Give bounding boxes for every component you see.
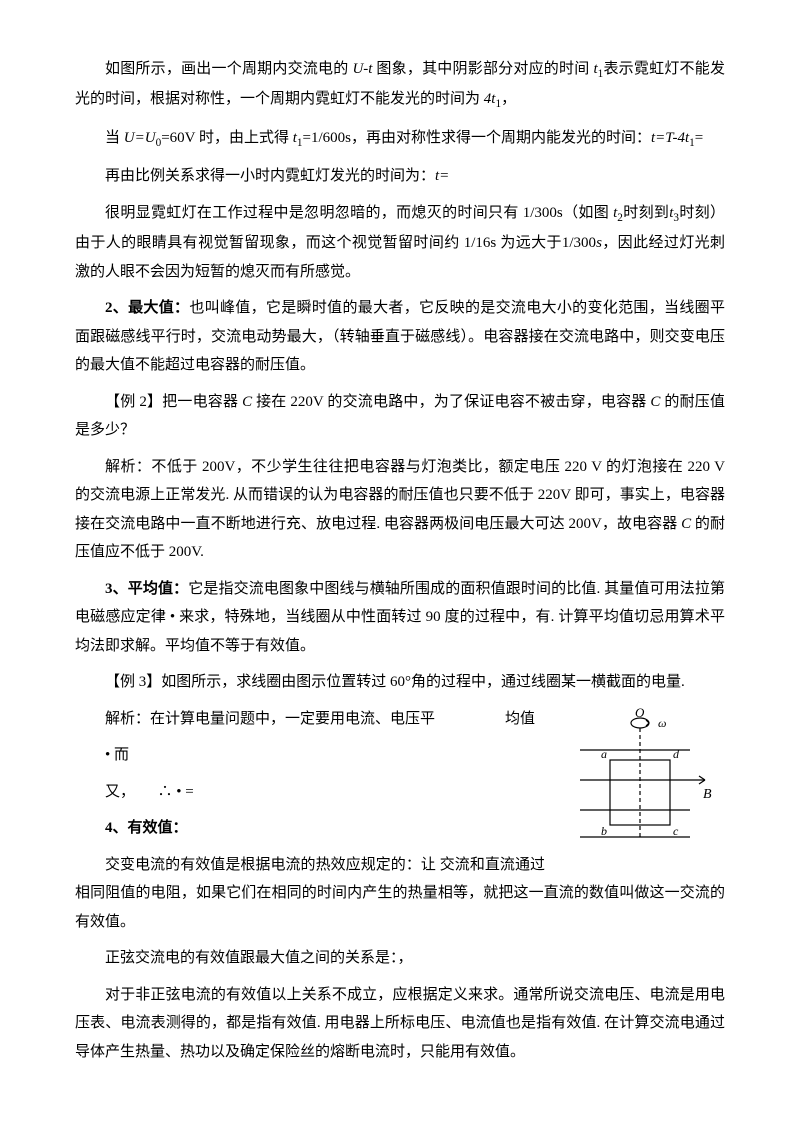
var: t=T-4t: [651, 130, 689, 146]
label-d: d: [673, 747, 680, 761]
var: C: [681, 516, 691, 532]
text: =1/600s，再由对称性求得一个周期内能发光的时间：: [303, 130, 651, 146]
text: 图象，其中阴影部分对应的时间: [372, 61, 593, 77]
figure-block: O ω a d b c B 解析：在计算电量问题中，一定要用: [75, 705, 725, 945]
paragraph-14: 交变电流的有效值是根据电流的热效应规定的：让 交流和直流通过相同阻值的电阻，如果…: [75, 851, 725, 937]
text: 【例 2】把一电容器: [105, 394, 242, 410]
paragraph-6: 【例 2】把一电容器 C 接在 220V 的交流电路中，为了保证电容不被击穿，电…: [75, 388, 725, 445]
paragraph-9: 【例 3】如图所示，求线圈由图示位置转过 60°角的过程中，通过线圈某一横截面的…: [75, 668, 725, 697]
text: =: [695, 130, 703, 146]
heading-max-value: 2、最大值：: [105, 300, 189, 316]
var: U-t: [352, 61, 372, 77]
paragraph-15: 正弦交流电的有效值跟最大值之间的关系是：，: [75, 944, 725, 973]
text: 当: [105, 130, 124, 146]
label-a: a: [601, 747, 607, 761]
paragraph-3: 再由比例关系求得一小时内霓虹灯发光的时间为：t=: [75, 162, 725, 191]
var: C: [242, 394, 252, 410]
paragraph-5: 2、最大值：也叫峰值，它是瞬时值的最大者，它反映的是交流电大小的变化范围，当线圈…: [75, 294, 725, 380]
label-b: b: [601, 824, 607, 838]
text: 如图所示，画出一个周期内交流电的: [105, 61, 352, 77]
text: 时刻到: [623, 205, 669, 221]
paragraph-8: 3、平均值：它是指交流电图象中图线与横轴所围成的面积值跟时间的比值. 其量值可用…: [75, 575, 725, 661]
coil-diagram: O ω a d b c B: [565, 705, 715, 855]
text: 【例 3】如图所示，求线圈由图示位置转过 60°角的过程中，通过线圈某一横截面的…: [105, 674, 685, 690]
var: t=: [435, 168, 449, 184]
text: ，: [501, 91, 516, 107]
var: 4t: [484, 91, 496, 107]
paragraph-1: 如图所示，画出一个周期内交流电的 U-t 图象，其中阴影部分对应的时间 t1表示…: [75, 55, 725, 116]
label-O: O: [635, 705, 645, 720]
paragraph-4: 很明显霓虹灯在工作过程中是忽明忽暗的，而熄灭的时间只有 1/300s（如图 t2…: [75, 199, 725, 286]
text: 接在 220V 的交流电路中，为了保证电容不被击穿，电容器: [252, 394, 650, 410]
paragraph-16: 对于非正弦电流的有效值以上关系不成立，应根据定义来求。通常所说交流电压、电流是用…: [75, 981, 725, 1067]
text: 又， ∴ • =: [105, 784, 194, 800]
label-B: B: [703, 787, 712, 802]
paragraph-7: 解析：不低于 200V，不少学生往往把电容器与灯泡类比，额定电压 220 V 的…: [75, 453, 725, 567]
heading-avg-value: 3、平均值：: [105, 581, 188, 597]
var: U=U: [124, 130, 156, 146]
label-omega: ω: [658, 716, 666, 730]
text: 解析：不低于 200V，不少学生往往把电容器与灯泡类比，额定电压 220 V 的…: [75, 459, 725, 532]
paragraph-2: 当 U=U0=60V 时，由上式得 t1=1/600s，再由对称性求得一个周期内…: [75, 124, 725, 154]
text: • 而: [105, 747, 129, 763]
text: 正弦交流电的有效值跟最大值之间的关系是：，: [105, 950, 413, 966]
text: 很明显霓虹灯在工作过程中是忽明忽暗的，而熄灭的时间只有 1/300s（如图: [105, 205, 613, 221]
var: C: [650, 394, 660, 410]
text: 解析：在计算电量问题中，一定要用电流、电压平: [105, 711, 435, 727]
text-tail: 均值: [475, 705, 535, 734]
text: =60V 时，由上式得: [161, 130, 293, 146]
text: 对于非正弦电流的有效值以上关系不成立，应根据定义来求。通常所说交流电压、电流是用…: [75, 987, 725, 1060]
text: 交变电流的有效值是根据电流的热效应规定的：让: [105, 857, 436, 873]
text: 再由比例关系求得一小时内霓虹灯发光的时间为：: [105, 168, 435, 184]
label-c: c: [673, 824, 679, 838]
heading-eff-value: 4、有效值：: [105, 820, 188, 836]
